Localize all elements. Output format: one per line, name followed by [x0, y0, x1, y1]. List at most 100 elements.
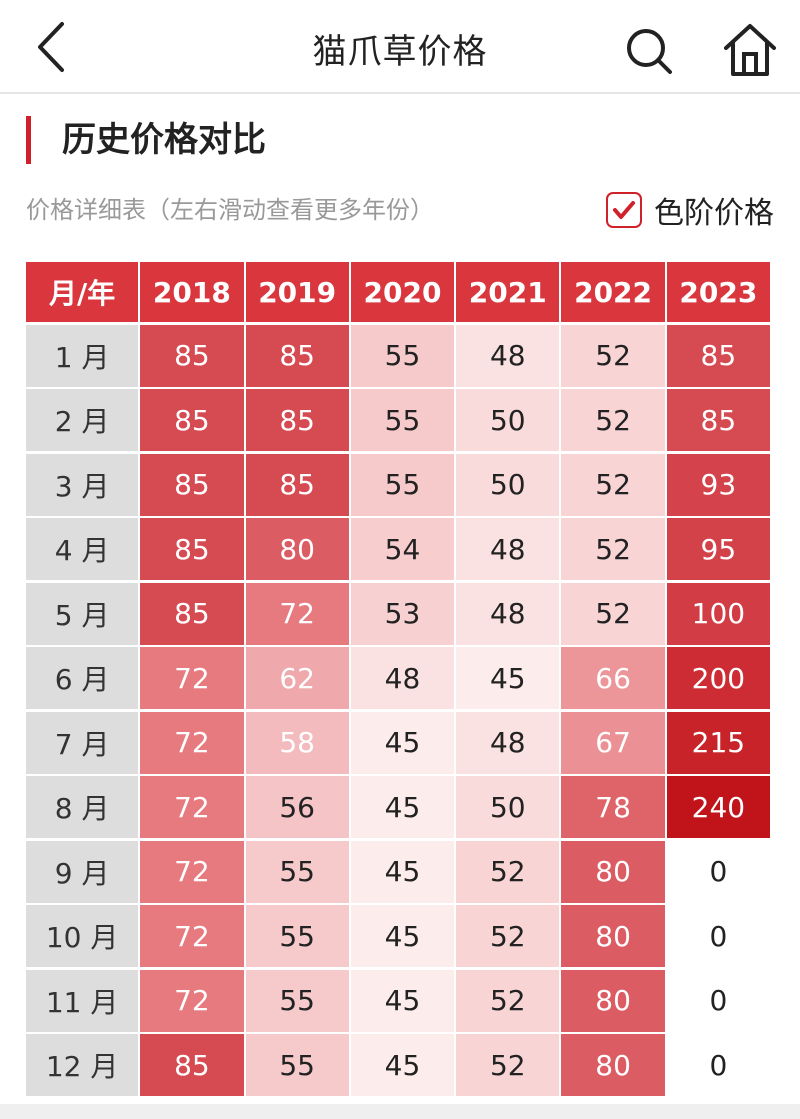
price-cell: 72 — [140, 776, 246, 840]
price-cell: 85 — [140, 582, 246, 647]
price-cell: 85 — [140, 518, 246, 582]
price-cell: 45 — [350, 1034, 457, 1098]
table-row: 12 月 85 55 45 52 80 0 — [26, 1034, 773, 1098]
price-cell: 72 — [140, 905, 246, 969]
price-cell: 0 — [666, 905, 773, 969]
color-scale-toggle[interactable]: 色阶价格 — [606, 188, 774, 232]
price-table[interactable]: 月/年 2018 2019 2020 2021 2022 2023 1 月 85 85 55 48… — [26, 262, 773, 1099]
table-row: 8 月 72 56 45 50 78 240 — [26, 776, 773, 840]
year-header: 2022 — [561, 262, 667, 324]
price-cell: 85 — [140, 324, 246, 389]
price-cell: 45 — [350, 905, 457, 969]
price-cell: 80 — [561, 969, 667, 1034]
section-accent-bar — [26, 116, 31, 164]
price-cell: 0 — [666, 840, 773, 905]
month-label: 4 月 — [26, 518, 141, 582]
checkmark-icon — [613, 201, 635, 219]
price-cell: 50 — [456, 453, 562, 518]
price-cell: 93 — [666, 453, 773, 518]
month-label: 6 月 — [26, 647, 141, 711]
price-cell: 78 — [561, 776, 667, 840]
price-cell: 45 — [350, 969, 457, 1034]
year-header: 2023 — [666, 262, 773, 324]
month-label: 10 月 — [26, 905, 141, 969]
table-row: 1 月 85 85 55 48 52 85 — [26, 324, 773, 389]
price-cell: 72 — [245, 582, 351, 647]
table-row: 6 月 72 62 48 45 66 200 — [26, 647, 773, 711]
price-cell: 52 — [456, 1034, 562, 1098]
price-cell: 55 — [350, 389, 457, 453]
corner-header: 月/年 — [26, 262, 141, 324]
price-cell: 55 — [245, 840, 351, 905]
price-cell: 52 — [561, 518, 667, 582]
section-title: 历史价格对比 — [62, 120, 266, 160]
price-cell: 80 — [245, 518, 351, 582]
price-cell: 50 — [456, 389, 562, 453]
price-cell: 80 — [561, 840, 667, 905]
price-cell: 58 — [245, 711, 351, 776]
month-label: 2 月 — [26, 389, 141, 453]
color-scale-label: 色阶价格 — [654, 196, 774, 231]
price-cell: 0 — [666, 1034, 773, 1098]
price-cell: 45 — [350, 776, 457, 840]
table-row: 10 月 72 55 45 52 80 0 — [26, 905, 773, 969]
price-cell: 62 — [245, 647, 351, 711]
year-header: 2021 — [456, 262, 562, 324]
table-row: 9 月 72 55 45 52 80 0 — [26, 840, 773, 905]
back-icon[interactable] — [30, 20, 74, 74]
price-cell: 67 — [561, 711, 667, 776]
price-cell: 52 — [456, 969, 562, 1034]
year-header: 2018 — [140, 262, 246, 324]
price-cell: 85 — [140, 453, 246, 518]
price-cell: 48 — [350, 647, 457, 711]
bottom-divider — [0, 1104, 800, 1119]
price-cell: 66 — [561, 647, 667, 711]
price-cell: 56 — [245, 776, 351, 840]
page-title: 猫爪草价格 — [312, 32, 488, 72]
price-cell: 45 — [456, 647, 562, 711]
price-cell: 240 — [666, 776, 773, 840]
price-cell: 80 — [561, 905, 667, 969]
price-cell: 45 — [350, 840, 457, 905]
price-cell: 200 — [666, 647, 773, 711]
price-cell: 80 — [561, 1034, 667, 1098]
table-subtitle: 价格详细表（左右滑动查看更多年份） — [26, 196, 434, 224]
price-cell: 55 — [350, 453, 457, 518]
price-cell: 85 — [140, 389, 246, 453]
month-label: 3 月 — [26, 453, 141, 518]
price-cell: 100 — [666, 582, 773, 647]
price-cell: 72 — [140, 969, 246, 1034]
price-cell: 53 — [350, 582, 457, 647]
price-cell: 48 — [456, 324, 562, 389]
price-cell: 45 — [350, 711, 457, 776]
month-label: 11 月 — [26, 969, 141, 1034]
search-icon[interactable] — [624, 26, 674, 76]
price-cell: 95 — [666, 518, 773, 582]
price-cell: 48 — [456, 711, 562, 776]
price-cell: 72 — [140, 711, 246, 776]
month-label: 8 月 — [26, 776, 141, 840]
price-cell: 55 — [245, 1034, 351, 1098]
price-cell: 72 — [140, 647, 246, 711]
table-row: 3 月 85 85 55 50 52 93 — [26, 453, 773, 518]
price-cell: 55 — [350, 324, 457, 389]
price-cell: 52 — [561, 453, 667, 518]
price-cell: 52 — [561, 389, 667, 453]
year-header: 2020 — [350, 262, 457, 324]
price-cell: 215 — [666, 711, 773, 776]
table-row: 11 月 72 55 45 52 80 0 — [26, 969, 773, 1034]
month-label: 7 月 — [26, 711, 141, 776]
price-cell: 48 — [456, 582, 562, 647]
price-cell: 50 — [456, 776, 562, 840]
table-row: 2 月 85 85 55 50 52 85 — [26, 389, 773, 453]
price-cell: 85 — [245, 453, 351, 518]
price-cell: 85 — [666, 389, 773, 453]
table-header-row: 月/年 2018 2019 2020 2021 2022 2023 — [26, 262, 773, 324]
price-cell: 54 — [350, 518, 457, 582]
price-cell: 52 — [456, 905, 562, 969]
year-header: 2019 — [245, 262, 351, 324]
color-scale-checkbox[interactable] — [606, 192, 642, 228]
price-cell: 55 — [245, 905, 351, 969]
home-icon[interactable] — [720, 20, 780, 80]
price-cell: 85 — [666, 324, 773, 389]
